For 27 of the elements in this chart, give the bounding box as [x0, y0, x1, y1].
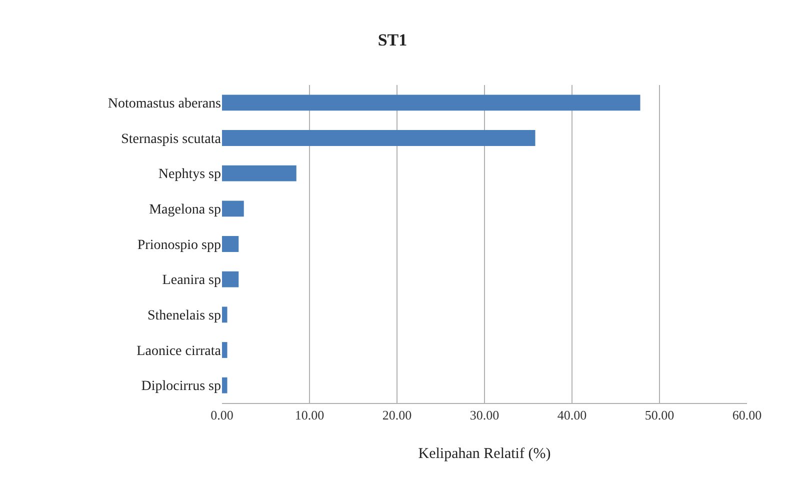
y-tick-label: Sternaspis scutata [121, 132, 222, 147]
x-tick-label: 60.00 [732, 408, 762, 423]
x-axis-title: Kelipahan Relatif (%) [418, 446, 551, 462]
y-tick-label: Nephtys sp [158, 167, 221, 182]
y-tick-label: Leanira sp [162, 273, 221, 288]
y-tick-label: Prionospio spp [137, 238, 221, 253]
bar [222, 342, 228, 358]
bar [222, 271, 239, 288]
y-tick-label: Sthenelais sp [148, 308, 221, 324]
x-tick-label: 30.00 [470, 408, 500, 423]
bar [222, 200, 244, 217]
y-tick-label: Diplocirrus sp [141, 379, 221, 394]
x-tick-label: 50.00 [644, 408, 674, 423]
x-tick-label: 20.00 [382, 408, 412, 423]
x-tick-label: 10.00 [294, 408, 324, 423]
y-tick-label: Magelona sp [149, 202, 221, 218]
bar [222, 236, 239, 252]
bar [222, 377, 228, 394]
bar [222, 165, 296, 182]
chart-title: ST1 [378, 30, 408, 50]
bar [222, 306, 228, 323]
x-tick-label: 40.00 [557, 408, 587, 423]
y-tick-label: Laonice cirrata [136, 344, 222, 359]
bar [222, 130, 536, 146]
y-tick-label: Notomastus aberans [108, 96, 221, 112]
bar [222, 94, 640, 111]
x-tick-label: 0.00 [210, 408, 234, 423]
